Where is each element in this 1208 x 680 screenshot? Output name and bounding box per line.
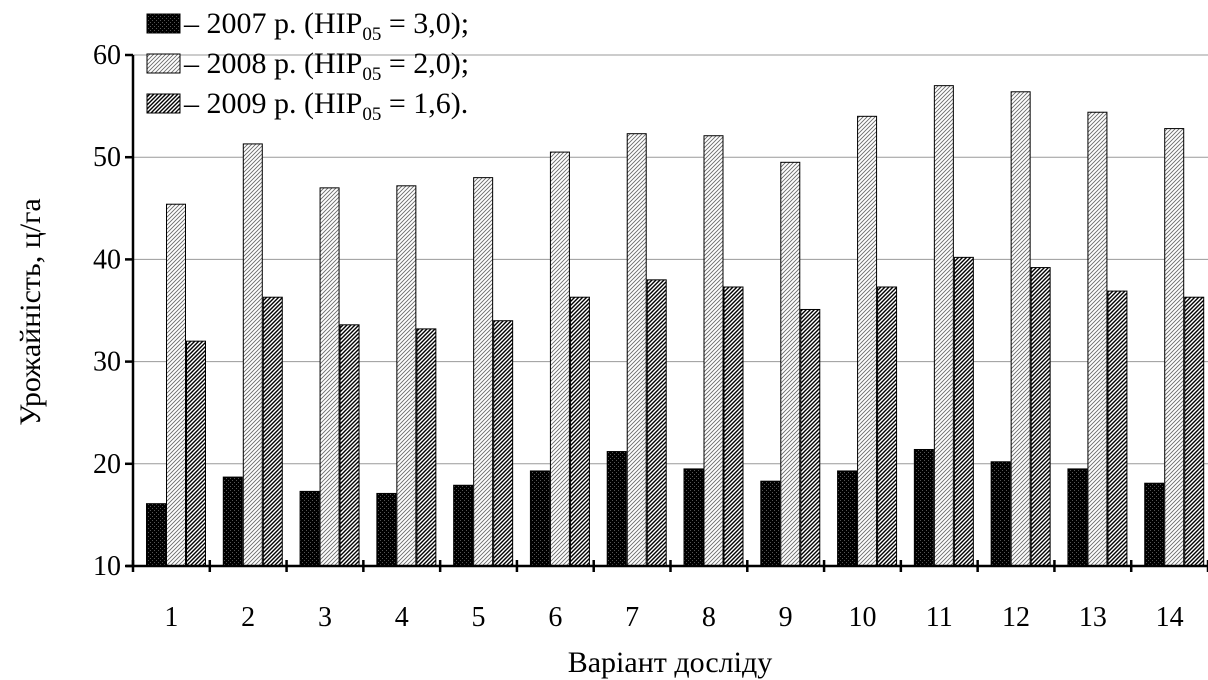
x-tick-label: 7 (625, 602, 639, 633)
x-tick-label: 4 (395, 602, 409, 633)
bar (453, 484, 474, 567)
bar (1010, 91, 1031, 567)
x-tick-label: 10 (848, 602, 876, 633)
y-tick-label: 30 (93, 347, 121, 378)
bar (529, 470, 550, 567)
bar (222, 476, 243, 567)
bar (913, 448, 934, 567)
y-tick-label: 60 (93, 40, 121, 71)
x-tick-label: 1 (164, 602, 178, 633)
bar (416, 328, 437, 567)
bar (299, 490, 320, 567)
bar (953, 256, 974, 567)
bar (262, 296, 283, 567)
bar (319, 187, 340, 567)
bar (339, 324, 360, 567)
bar (376, 492, 397, 567)
x-tick-label: 13 (1079, 602, 1107, 633)
bar (493, 320, 514, 567)
legend-swatch (146, 13, 181, 34)
bar (186, 340, 206, 567)
x-axis-title: Варіант досліду (568, 646, 773, 679)
bar (606, 451, 627, 567)
bar (473, 177, 494, 567)
bar (1067, 468, 1088, 567)
x-tick-label: 12 (1002, 602, 1030, 633)
legend-swatch (146, 53, 181, 74)
bar (166, 203, 186, 567)
x-tick-label: 9 (779, 602, 793, 633)
y-tick-label: 40 (93, 244, 121, 275)
legend-entry: – 2009 р. (НІР05 = 1,6). (183, 87, 468, 125)
y-tick-label: 10 (93, 551, 121, 582)
legend-entry: – 2008 р. (НІР05 = 2,0); (183, 47, 469, 85)
x-tick-label: 5 (472, 602, 486, 633)
bar (683, 468, 704, 567)
legend-swatch (146, 93, 181, 114)
bar (1184, 296, 1205, 567)
x-tick-label: 14 (1156, 602, 1184, 633)
x-tick-label: 11 (926, 602, 953, 633)
y-tick-label: 20 (93, 449, 121, 480)
bar (933, 85, 954, 567)
bar (1144, 482, 1165, 567)
axes (126, 55, 1208, 568)
bar (1087, 111, 1108, 567)
y-ticks: 10 20 30 40 50 60 (93, 40, 133, 582)
bar (626, 133, 647, 567)
bar (723, 286, 744, 567)
bar (760, 480, 781, 567)
y-axis-title: Урожайність, ц/га (14, 198, 47, 425)
bar (549, 151, 570, 567)
y-tick-label: 50 (93, 142, 121, 173)
x-tick-label: 8 (702, 602, 716, 633)
x-tick-label: 2 (241, 602, 255, 633)
bar (1164, 128, 1185, 567)
bar (857, 115, 878, 567)
bar (242, 143, 263, 567)
x-ticks: 1 2 3 4 5 6 7 8 9 10 11 12 13 14 (131, 560, 1208, 633)
bar (990, 461, 1011, 567)
bar (800, 308, 821, 567)
bar (837, 470, 858, 567)
bar (1030, 267, 1051, 567)
bar (146, 503, 166, 567)
bars (146, 85, 1205, 567)
bar (780, 161, 801, 567)
x-tick-label: 3 (318, 602, 332, 633)
bar (569, 296, 590, 567)
x-tick-label: 6 (548, 602, 562, 633)
legend-entry: – 2007 р. (НІР05 = 3,0); (183, 7, 469, 45)
bar (646, 279, 667, 567)
legend: – 2007 р. (НІР05 = 3,0);– 2008 р. (НІР05… (146, 7, 469, 125)
bar (703, 135, 724, 567)
bar (877, 286, 898, 567)
bar (396, 185, 417, 567)
bar (1107, 290, 1128, 567)
